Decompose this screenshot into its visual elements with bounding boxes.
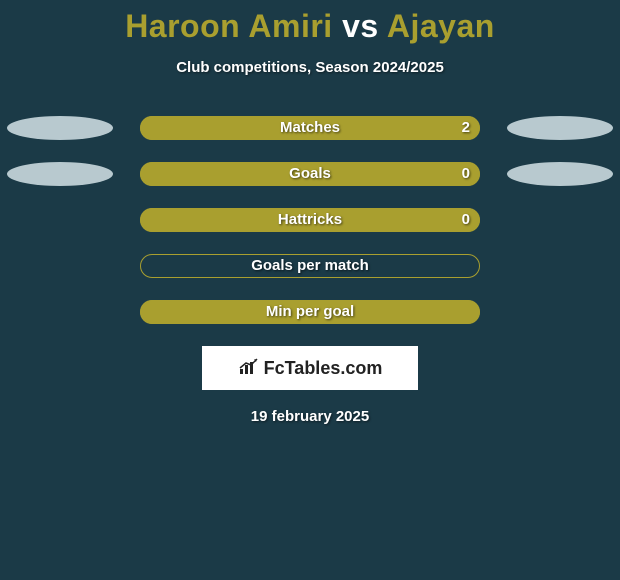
subtitle: Club competitions, Season 2024/2025 bbox=[0, 59, 620, 76]
ellipse-right bbox=[507, 116, 613, 140]
ellipse-left bbox=[7, 162, 113, 186]
stat-value: 0 bbox=[462, 208, 470, 232]
title-vs: vs bbox=[342, 8, 379, 44]
stat-bar: Min per goal bbox=[140, 300, 480, 324]
stat-bar: Matches2 bbox=[140, 116, 480, 140]
footer-date: 19 february 2025 bbox=[0, 408, 620, 425]
comparison-card: Haroon Amiri vs Ajayan Club competitions… bbox=[0, 0, 620, 425]
player-b-name: Ajayan bbox=[387, 8, 495, 44]
stat-row: Matches2 bbox=[0, 116, 620, 140]
stat-bar: Goals per match bbox=[140, 254, 480, 278]
stat-label: Goals bbox=[140, 162, 480, 186]
stat-label: Goals per match bbox=[140, 254, 480, 278]
logo: FcTables.com bbox=[238, 357, 383, 380]
stat-row: Hattricks0 bbox=[0, 208, 620, 232]
stat-label: Hattricks bbox=[140, 208, 480, 232]
stats-list: Matches2Goals0Hattricks0Goals per matchM… bbox=[0, 116, 620, 324]
title: Haroon Amiri vs Ajayan bbox=[0, 8, 620, 45]
stat-label: Matches bbox=[140, 116, 480, 140]
logo-box: FcTables.com bbox=[202, 346, 418, 390]
stat-row: Min per goal bbox=[0, 300, 620, 324]
stat-row: Goals0 bbox=[0, 162, 620, 186]
stat-value: 2 bbox=[462, 116, 470, 140]
ellipse-left bbox=[7, 116, 113, 140]
chart-icon bbox=[238, 357, 260, 380]
stat-label: Min per goal bbox=[140, 300, 480, 324]
stat-bar: Goals0 bbox=[140, 162, 480, 186]
stat-value: 0 bbox=[462, 162, 470, 186]
ellipse-right bbox=[507, 162, 613, 186]
stat-bar: Hattricks0 bbox=[140, 208, 480, 232]
stat-row: Goals per match bbox=[0, 254, 620, 278]
player-a-name: Haroon Amiri bbox=[125, 8, 333, 44]
logo-text: FcTables.com bbox=[264, 358, 383, 379]
